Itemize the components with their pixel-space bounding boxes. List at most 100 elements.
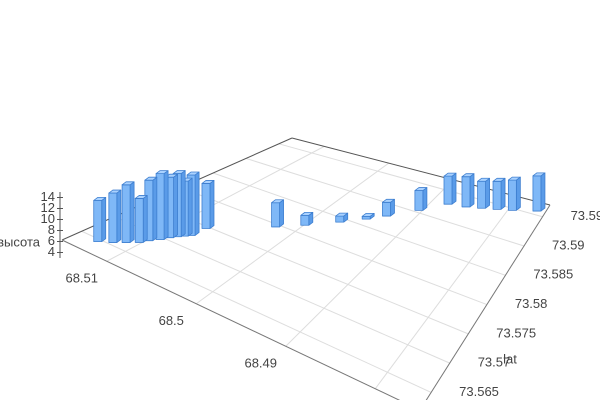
bar-front bbox=[121, 184, 131, 243]
bar bbox=[443, 172, 457, 205]
bar-top bbox=[477, 177, 490, 182]
y-axis-title: lat bbox=[503, 351, 517, 366]
bar-top bbox=[134, 195, 148, 199]
bar-side bbox=[187, 177, 193, 237]
bar-top bbox=[335, 212, 349, 217]
bar bbox=[361, 212, 375, 220]
axis-line bbox=[61, 239, 401, 400]
bar-top bbox=[507, 176, 521, 181]
bar bbox=[201, 180, 215, 229]
bar bbox=[134, 195, 148, 243]
bar-side bbox=[209, 180, 215, 229]
bar-top bbox=[443, 172, 457, 177]
bar bbox=[271, 199, 284, 228]
y-tick-label: 73.595 bbox=[571, 208, 600, 223]
x-tick-label: 68.48 bbox=[334, 398, 367, 400]
z-tick-label: 6 bbox=[48, 233, 55, 248]
bar-side bbox=[173, 173, 178, 239]
grid-line bbox=[147, 201, 469, 335]
bar-side bbox=[152, 176, 158, 242]
grid-line bbox=[374, 196, 519, 390]
x-tick-label: 68.5 bbox=[159, 313, 184, 328]
bar bbox=[155, 170, 169, 240]
bar-side bbox=[540, 172, 546, 212]
z-tick-label: 8 bbox=[48, 222, 55, 237]
bar-top bbox=[382, 198, 395, 203]
bar-top bbox=[186, 171, 200, 176]
z-tick-label: 4 bbox=[48, 244, 55, 259]
bar bbox=[461, 173, 475, 208]
bar-front bbox=[507, 179, 517, 211]
bar-front bbox=[532, 175, 542, 212]
bar-front bbox=[335, 215, 345, 223]
bar-side bbox=[451, 172, 457, 205]
y-tick-label: 73.565 bbox=[459, 384, 499, 399]
bar-top bbox=[201, 180, 215, 184]
bar-top bbox=[172, 170, 186, 174]
bar-side bbox=[180, 170, 186, 238]
y-tick-label: 73.58 bbox=[515, 296, 548, 311]
bar bbox=[144, 176, 158, 242]
bar-front bbox=[300, 214, 310, 226]
bar-side bbox=[515, 176, 521, 211]
grid-line bbox=[195, 162, 390, 305]
y-tick-label: 73.57 bbox=[478, 355, 511, 370]
axis-line bbox=[425, 204, 551, 400]
bar-front bbox=[271, 202, 280, 228]
bar-top bbox=[271, 199, 284, 204]
bar bbox=[121, 181, 135, 243]
x-tick-label: 68.51 bbox=[65, 271, 98, 286]
bar-top bbox=[300, 211, 314, 216]
bar-side bbox=[163, 170, 169, 240]
grid-line bbox=[114, 216, 450, 364]
bar bbox=[93, 197, 107, 243]
bar bbox=[335, 212, 349, 223]
bar-top bbox=[93, 197, 107, 201]
z-tick-label: 10 bbox=[41, 211, 55, 226]
bar-top bbox=[361, 212, 375, 217]
bar-front bbox=[492, 180, 502, 210]
bar-front bbox=[443, 175, 453, 205]
bar-top bbox=[155, 170, 169, 174]
bar-side bbox=[485, 177, 490, 209]
bar-front bbox=[461, 176, 471, 208]
bar-top bbox=[492, 177, 506, 182]
bar-top bbox=[144, 176, 158, 181]
bar-side bbox=[422, 187, 428, 211]
bar-side bbox=[279, 199, 284, 228]
bar-top bbox=[121, 181, 135, 186]
bar-front bbox=[155, 173, 165, 240]
bar bbox=[300, 211, 314, 226]
bar-front bbox=[361, 215, 371, 220]
bar-side bbox=[469, 173, 475, 208]
bar-front bbox=[201, 183, 211, 229]
bar-top bbox=[414, 187, 428, 191]
bar-side bbox=[500, 177, 506, 210]
x-tick-label: 68.49 bbox=[244, 356, 277, 371]
bar bbox=[477, 177, 490, 209]
bar-front bbox=[414, 190, 424, 211]
axis-line bbox=[291, 137, 551, 206]
bar-front bbox=[108, 192, 118, 243]
y-tick-label: 73.585 bbox=[533, 267, 573, 282]
bar-side bbox=[194, 171, 200, 236]
bar bbox=[507, 176, 521, 211]
bar-top bbox=[532, 172, 546, 177]
bar-side bbox=[142, 195, 148, 243]
bar bbox=[382, 198, 395, 217]
bar-side bbox=[101, 197, 107, 243]
bar-front bbox=[134, 198, 144, 243]
bar-top bbox=[461, 173, 475, 178]
y-tick-label: 73.575 bbox=[496, 325, 536, 340]
grid-line bbox=[212, 172, 506, 276]
bar bbox=[414, 187, 428, 211]
bar bbox=[165, 173, 178, 239]
bar-side bbox=[116, 189, 122, 243]
bar-top bbox=[108, 189, 122, 194]
bar-front bbox=[93, 200, 103, 243]
grid-line bbox=[81, 230, 432, 393]
bar-front bbox=[477, 180, 486, 209]
bar-side bbox=[129, 181, 135, 243]
z-axis-title: высота bbox=[0, 234, 41, 249]
